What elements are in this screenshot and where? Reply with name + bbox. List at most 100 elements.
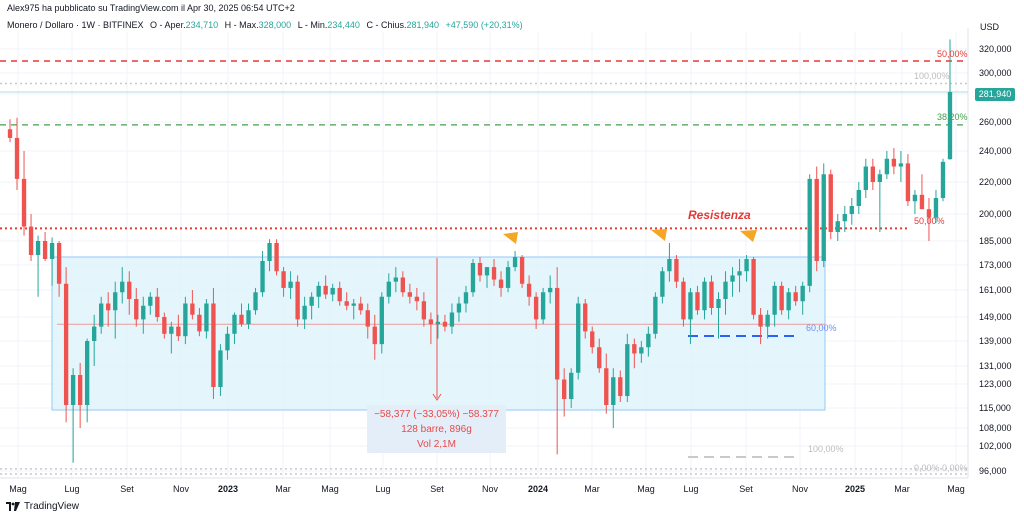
candle-body (919, 194, 925, 210)
price-tick-label: 123,000 (979, 379, 1012, 389)
price-tick-label: 139,000 (979, 336, 1012, 346)
open-value: 234,710 (185, 20, 219, 30)
arrow-icon (740, 230, 757, 242)
candle-body (547, 287, 553, 293)
candle-body (667, 259, 672, 272)
candle-body (779, 285, 784, 311)
candle-body (456, 303, 462, 313)
time-tick-label: Set (739, 484, 753, 494)
time-axis: Mag Lug Set Nov 2023 Mar Mag Lug Set Nov 2024 Mar Ma… (9, 484, 965, 494)
candle-body (772, 285, 777, 315)
candle-body (232, 314, 237, 334)
candle-body (344, 301, 349, 306)
low-value: 234,440 (327, 20, 360, 30)
candle-body (554, 287, 560, 380)
candle-body (646, 333, 651, 348)
price-tick-label: 96,000 (979, 466, 1007, 476)
time-tick-label: 2024 (528, 484, 548, 494)
footer: TradingView (6, 501, 79, 512)
candle-body (49, 243, 55, 259)
candle-body (730, 275, 735, 282)
candle-body (148, 296, 153, 306)
candle-body (428, 319, 434, 325)
candle-body (449, 312, 455, 327)
candles (7, 39, 953, 463)
candle-body (905, 163, 911, 202)
range-box (51, 256, 826, 411)
candle-body (484, 267, 490, 276)
candle-body (491, 267, 497, 280)
time-tick-label: Mag (321, 484, 339, 494)
candle-body (569, 372, 574, 399)
candle-body (765, 314, 770, 327)
level-label: 0,00% (942, 463, 968, 473)
candle-body (260, 261, 265, 293)
candle-body (498, 279, 504, 288)
candle-body (42, 241, 48, 259)
candle-body (632, 344, 637, 354)
candle-body (807, 178, 812, 286)
candle-body (134, 299, 139, 320)
candle-body (758, 314, 763, 327)
candle-body (926, 209, 932, 218)
change-value: +47,590 (+20,31%) (445, 20, 523, 30)
candle-body (204, 303, 209, 332)
open-label: O - Aper. (150, 20, 186, 30)
candle-body (526, 283, 532, 297)
time-tick-label: 2023 (218, 484, 238, 494)
candle-body (583, 303, 588, 332)
symbol-label[interactable]: Monero / Dollaro · 1W · BITFINEX (7, 20, 144, 30)
level-label: 100,00% (914, 71, 950, 81)
level-label: 0,00% (914, 463, 940, 473)
time-tick-label: Nov (482, 484, 499, 494)
high-value: 328,000 (258, 20, 292, 30)
candle-body (870, 166, 876, 182)
candle-body (267, 243, 272, 261)
annotation-arrows (503, 229, 757, 244)
tradingview-logo-icon (6, 502, 20, 512)
candle-body (84, 341, 90, 405)
candle-body (99, 303, 104, 327)
arrow-icon (651, 229, 667, 241)
time-tick-label: Mar (894, 484, 910, 494)
time-tick-label: Lug (64, 484, 79, 494)
level-label: 100,00% (808, 444, 844, 454)
candle-body (414, 296, 420, 302)
price-tick-label: 115,000 (979, 403, 1011, 413)
time-tick-label: Nov (792, 484, 809, 494)
candle-body (716, 299, 721, 308)
candle-body (190, 303, 195, 315)
candle-body (351, 303, 356, 306)
candle-body (435, 321, 441, 325)
candle-body (288, 281, 293, 288)
candle-body (302, 305, 307, 320)
candle-body (709, 281, 714, 308)
candle-body (120, 281, 125, 293)
candle-body (744, 259, 749, 272)
time-tick-label: Lug (375, 484, 390, 494)
price-tick-label: 220,000 (979, 177, 1012, 187)
candle-body (316, 285, 321, 297)
candle-body (505, 267, 511, 288)
candle-body (211, 303, 216, 387)
candle-body (562, 379, 567, 399)
candle-body (695, 292, 700, 311)
candle-body (113, 292, 118, 311)
close-label: C - Chius. (366, 20, 407, 30)
high-label: H - Max. (224, 20, 259, 30)
candle-body (56, 243, 62, 284)
candle-body (814, 178, 819, 261)
price-tick-label: 108,000 (979, 423, 1012, 433)
candle-body (604, 368, 609, 405)
candle-body (169, 326, 174, 334)
candle-body (274, 243, 279, 272)
candle-body (793, 292, 798, 302)
time-tick-label: Mar (584, 484, 600, 494)
candle-body (828, 174, 833, 232)
candle-body (533, 296, 539, 320)
price-tick-label: 161,000 (979, 285, 1012, 295)
arrow-icon (503, 232, 518, 244)
candle-body (821, 174, 826, 261)
candle-body (77, 375, 83, 405)
